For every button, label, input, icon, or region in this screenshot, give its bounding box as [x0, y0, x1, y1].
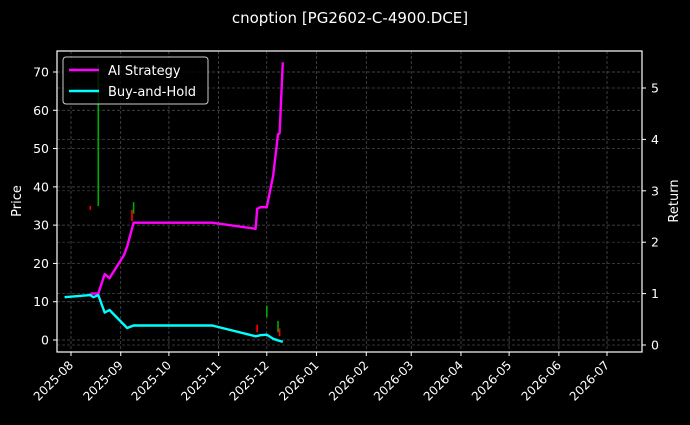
y-tick-label: 0	[41, 333, 49, 348]
series-lines	[64, 62, 284, 344]
y-axis-right-label: Return	[667, 179, 682, 222]
x-tick-label: 2026-06	[519, 358, 564, 403]
y-tick-label: 30	[33, 218, 49, 233]
y-tick-label: 60	[33, 103, 49, 118]
y-tick-label: 50	[33, 141, 49, 156]
y-right-tick-label: 4	[651, 132, 659, 147]
legend: AI Strategy Buy-and-Hold	[62, 56, 209, 105]
y-axis-right: 0 1 2 3 4 5	[642, 81, 659, 353]
x-tick-label: 2025-12	[227, 358, 272, 403]
x-tick-label: 2025-11	[178, 358, 223, 403]
x-tick-label: 2026-03	[371, 358, 416, 403]
grid-lines	[57, 51, 642, 352]
y-tick-label: 70	[33, 65, 49, 80]
x-tick-label: 2025-09	[81, 358, 126, 403]
x-tick-label: 2026-02	[326, 358, 371, 403]
x-tick-label: 2026-07	[567, 358, 612, 403]
chart-title: cnoption [PG2602-C-4900.DCE]	[232, 9, 468, 27]
y-right-tick-label: 2	[651, 235, 659, 250]
x-tick-label: 2026-04	[421, 358, 466, 403]
x-tick-label: 2025-10	[129, 358, 174, 403]
y-tick-label: 40	[33, 179, 49, 194]
y-right-tick-label: 5	[651, 81, 659, 96]
x-tick-label: 2026-01	[276, 358, 321, 403]
legend-label-buy-and-hold: Buy-and-Hold	[108, 85, 196, 100]
y-axis-label: Price	[10, 185, 25, 217]
plot-frame	[56, 50, 643, 353]
x-axis: 2025-08 2025-09 2025-10 2025-11 2025-12 2026-…	[31, 352, 612, 404]
y-tick-label: 10	[33, 294, 49, 309]
series-line-buy-and-hold	[64, 293, 284, 344]
series-line-ai-strategy	[90, 62, 284, 295]
price-bars	[89, 64, 281, 337]
legend-label-ai-strategy: AI Strategy	[108, 64, 181, 79]
x-tick-label: 2025-08	[31, 358, 76, 403]
y-right-tick-label: 1	[651, 286, 659, 301]
y-axis-left: 0 10 20 30 40 50 60 70	[33, 65, 57, 348]
y-tick-label: 20	[33, 256, 49, 271]
y-right-tick-label: 0	[651, 338, 659, 353]
y-right-tick-label: 3	[651, 183, 659, 198]
x-tick-label: 2026-05	[469, 358, 514, 403]
